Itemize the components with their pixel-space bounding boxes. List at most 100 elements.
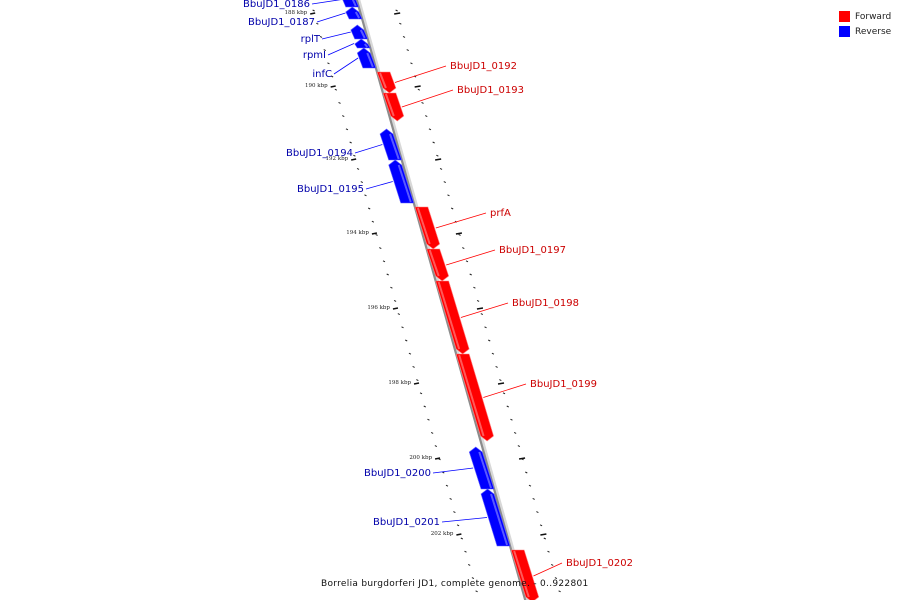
- gene-highlight: [354, 11, 361, 19]
- minor-tick-left: [475, 590, 478, 593]
- minor-tick-right: [536, 511, 539, 514]
- minor-tick-right: [402, 35, 406, 38]
- minor-tick-left: [412, 365, 415, 368]
- minor-tick-left: [423, 405, 426, 408]
- gene-feature[interactable]: [480, 488, 511, 547]
- gene-label[interactable]: infC: [312, 69, 332, 80]
- gene-label[interactable]: BbuJD1_0187: [248, 17, 315, 28]
- gene-highlight: [397, 164, 412, 203]
- gene-highlight: [366, 52, 374, 68]
- gene-arrow-shape: [426, 248, 450, 282]
- minor-tick-left: [316, 22, 319, 25]
- gene-label[interactable]: BbuJD1_0198: [512, 298, 579, 309]
- minor-tick-right: [539, 524, 543, 527]
- gene-feature[interactable]: [382, 92, 405, 122]
- minor-tick-left: [342, 115, 345, 118]
- gene-label[interactable]: BbuJD1_0200: [364, 468, 431, 479]
- gene-label[interactable]: BbuJD1_0195: [297, 184, 364, 195]
- label-leader-line: [316, 12, 346, 23]
- gene-label[interactable]: rplT: [301, 34, 321, 45]
- gene-feature[interactable]: [388, 159, 415, 204]
- label-leader-line: [432, 467, 474, 474]
- minor-tick-left: [471, 577, 475, 580]
- gene-feature[interactable]: [455, 353, 494, 442]
- gene-arrow-shape: [455, 353, 494, 442]
- gene-label[interactable]: rpmI: [303, 50, 326, 61]
- minor-tick-left: [386, 273, 389, 276]
- gene-label[interactable]: BbuJD1_0192: [450, 61, 517, 72]
- minor-tick-right: [421, 101, 424, 104]
- gene-label[interactable]: BbuJD1_0193: [457, 85, 524, 96]
- minor-tick-right: [480, 313, 484, 316]
- minor-tick-right: [476, 299, 480, 302]
- minor-tick-right: [510, 418, 513, 421]
- minor-tick-left: [445, 484, 449, 487]
- label-leader-line: [311, 0, 342, 5]
- gene-highlight: [478, 451, 492, 489]
- label-leader-line: [327, 43, 355, 56]
- gene-label[interactable]: BbuJD1_0194: [286, 148, 353, 159]
- minor-tick-right: [458, 233, 461, 236]
- minor-tick-right: [528, 484, 532, 487]
- minor-tick-right: [428, 128, 432, 131]
- major-tick-right: [476, 307, 484, 310]
- minor-tick-left: [345, 128, 349, 131]
- gene-highlight: [458, 354, 485, 437]
- minor-tick-left: [360, 181, 363, 184]
- gene-feature[interactable]: [376, 71, 397, 94]
- gene-labels: BbuJD1_0186 BbuJD1_0187 rplT rpmI infC BbuJD1…: [243, 0, 633, 577]
- minor-tick-left: [390, 286, 393, 289]
- tick-label: 196 kbp: [367, 305, 390, 311]
- gene-feature[interactable]: [435, 280, 470, 355]
- minor-tick-left: [405, 339, 408, 342]
- gene-feature[interactable]: [345, 6, 363, 20]
- gene-feature[interactable]: [414, 206, 441, 250]
- gene-highlight: [513, 550, 530, 598]
- minor-tick-left: [319, 35, 323, 38]
- gene-label[interactable]: BbuJD1_0186: [243, 0, 310, 10]
- tick-label: 190 kbp: [305, 83, 328, 89]
- gene-label[interactable]: BbuJD1_0202: [566, 558, 633, 569]
- minor-tick-left: [349, 141, 352, 144]
- gene-label[interactable]: BbuJD1_0201: [373, 517, 440, 528]
- forward-swatch: [839, 11, 850, 22]
- legend-label-reverse: Reverse: [855, 26, 892, 37]
- gene-feature[interactable]: [356, 47, 377, 69]
- minor-tick-left: [434, 445, 438, 448]
- gene-arrow-shape: [414, 206, 441, 250]
- gene-highlight: [437, 281, 461, 350]
- major-tick-left: [371, 232, 378, 235]
- legend-item-reverse: Reverse: [839, 24, 891, 39]
- gene-feature[interactable]: [510, 549, 540, 600]
- minor-tick-right: [469, 273, 472, 276]
- genome-caption: Borrelia burgdorferi JD1, complete genom…: [321, 579, 589, 589]
- gene-feature[interactable]: [342, 0, 360, 8]
- minor-tick-right: [532, 497, 535, 500]
- gene-arrow-shape: [382, 92, 405, 122]
- minor-tick-left: [419, 392, 423, 395]
- minor-tick-left: [353, 154, 356, 157]
- gene-highlight: [389, 133, 400, 160]
- label-leader-line: [533, 562, 563, 577]
- gene-label[interactable]: prfA: [490, 208, 511, 219]
- minor-tick-right: [410, 62, 413, 65]
- tick-label: 192 kbp: [326, 156, 349, 162]
- minor-tick-right: [432, 141, 435, 144]
- minor-tick-right: [462, 247, 465, 250]
- gene-arrow-shape: [480, 488, 511, 547]
- gene-feature[interactable]: [426, 248, 450, 282]
- minor-tick-right: [491, 352, 495, 355]
- minor-tick-right: [488, 339, 491, 342]
- minor-tick-left: [408, 352, 412, 355]
- major-tick-right: [455, 232, 463, 235]
- gene-label[interactable]: BbuJD1_0199: [530, 379, 597, 390]
- gene-highlight: [379, 72, 387, 89]
- major-tick-right: [435, 158, 442, 161]
- gene-label[interactable]: BbuJD1_0197: [499, 245, 566, 256]
- minor-tick-left: [379, 247, 382, 250]
- gene-arrow-shape: [342, 0, 360, 8]
- minor-tick-left: [367, 207, 371, 210]
- label-leader-line: [401, 89, 454, 108]
- minor-tick-right: [465, 260, 469, 263]
- legend: Forward Reverse: [839, 9, 891, 39]
